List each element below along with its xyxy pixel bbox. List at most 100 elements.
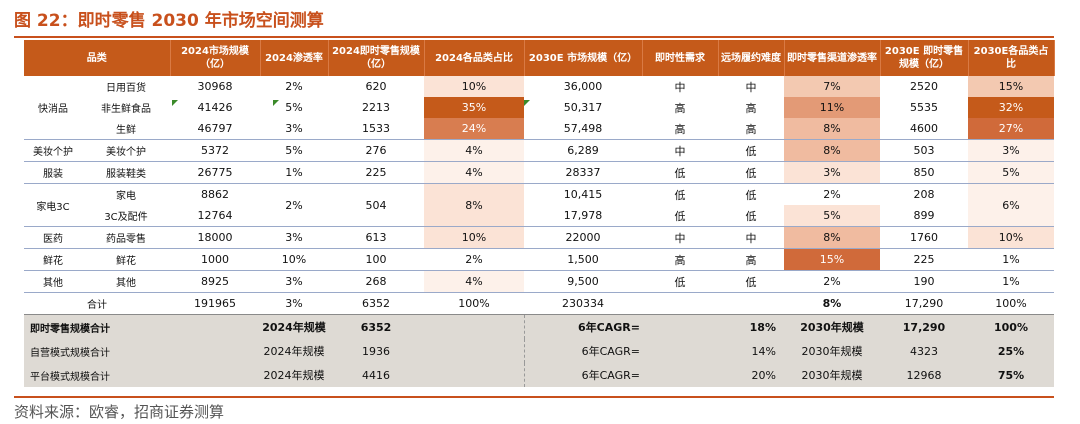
penetration-2024-cell: 3% bbox=[260, 226, 328, 249]
penetration-2030-cell: 15% bbox=[784, 248, 880, 271]
table-row: 其他 其他 8925 3% 268 4% 9,500 低 低 2% 190 1% bbox=[24, 270, 1054, 293]
footer-value-2024: 6352 bbox=[328, 314, 424, 339]
instant-retail-2024-cell: 613 bbox=[328, 226, 424, 249]
difficulty-cell: 低 bbox=[745, 188, 757, 202]
share-2024-cell: 10% bbox=[424, 226, 524, 249]
footer-cagr-label: 6年CAGR= bbox=[523, 339, 642, 363]
footer-year-2024: 2024年规模 bbox=[260, 339, 328, 363]
share-2030-cell: 1% bbox=[968, 248, 1054, 271]
market-2030-cell: 36,000 bbox=[563, 80, 603, 93]
source-rule bbox=[14, 396, 1054, 398]
footer-share: 75% bbox=[968, 363, 1054, 387]
immediacy-cell: 高 bbox=[674, 101, 686, 115]
footer-row: 平台模式规模合计 2024年规模 4416 6年CAGR= 20% 2030年规… bbox=[24, 363, 1054, 387]
market-2030-cell: 10,415 bbox=[563, 188, 603, 201]
footer-year-2030: 2030年规模 bbox=[784, 314, 880, 339]
empty-cell bbox=[642, 363, 718, 387]
market-2024-cell: 30968 bbox=[197, 80, 233, 93]
share-2024-cell: 35% bbox=[424, 97, 524, 118]
penetration-2024-cell: 2% bbox=[260, 183, 328, 227]
empty-cell bbox=[424, 314, 524, 339]
category-cell: 家电3C bbox=[24, 183, 82, 227]
instant-retail-2030-cell: 2520 bbox=[910, 80, 938, 93]
table-row: 服装 服装鞋类 26775 1% 225 4% 28337 低 低 3% 850… bbox=[24, 161, 1054, 184]
total-penetration-2024: 3% bbox=[260, 292, 328, 315]
header-share-2030: 2030E各品类占比 bbox=[968, 40, 1055, 76]
penetration-2024-cell: 5% bbox=[260, 139, 328, 162]
header-market-2024: 2024市场规模（亿） bbox=[170, 40, 261, 76]
instant-retail-2024-cell: 225 bbox=[328, 161, 424, 184]
empty-cell bbox=[424, 339, 524, 363]
difficulty-cell: 高 bbox=[718, 248, 784, 271]
share-2024-cell: 10% bbox=[424, 76, 524, 97]
total-row: 合计 191965 3% 6352 100% 230334 8% 17,290 … bbox=[24, 292, 1054, 315]
penetration-2024-cell: 3% bbox=[260, 270, 328, 293]
penetration-2030-cell: 3% bbox=[784, 161, 880, 184]
total-penetration-2030: 8% bbox=[784, 292, 880, 315]
subcategory-cell: 美妆个护 bbox=[82, 139, 170, 162]
empty-cell bbox=[424, 363, 524, 387]
share-2024-cell: 4% bbox=[424, 139, 524, 162]
immediacy-cell: 高 bbox=[642, 248, 718, 271]
immediacy-cell: 中 bbox=[642, 139, 718, 162]
header-instant-retail-2030: 2030E 即时零售规模（亿） bbox=[880, 40, 969, 76]
empty-cell bbox=[642, 339, 718, 363]
footer-value-2024: 1936 bbox=[328, 339, 424, 363]
comment-marker-icon bbox=[524, 100, 530, 106]
share-2030-cell: 32% bbox=[968, 97, 1054, 118]
subcategory-cell: 其他 bbox=[82, 270, 170, 293]
share-2030-cell: 27% bbox=[968, 118, 1054, 140]
header-immediacy-need: 即时性需求 bbox=[642, 40, 719, 76]
subcategory-cell: 鲜花 bbox=[82, 248, 170, 271]
share-2024-cell: 8% bbox=[424, 183, 524, 227]
share-2030-cell: 15% bbox=[968, 76, 1054, 97]
instant-retail-2030-cell: 225 bbox=[880, 248, 968, 271]
footer-label: 自营模式规模合计 bbox=[24, 339, 260, 363]
penetration-2030-cell: 8% bbox=[784, 226, 880, 249]
total-instant-retail-2024: 6352 bbox=[328, 292, 424, 315]
market-2024-cell: 18000 bbox=[170, 226, 260, 249]
category-cell: 其他 bbox=[24, 270, 82, 293]
difficulty-cell: 低 bbox=[718, 205, 784, 227]
footer-year-2030: 2030年规模 bbox=[784, 363, 880, 387]
market-2030-cell: 57,498 bbox=[524, 118, 642, 140]
footer-cagr-value: 20% bbox=[718, 363, 784, 387]
immediacy-cell: 低 bbox=[642, 205, 718, 227]
comment-marker-icon bbox=[273, 100, 279, 106]
instant-retail-2030-cell: 5535 bbox=[910, 101, 938, 114]
market-2030-cell: 28337 bbox=[524, 161, 642, 184]
category-cell: 美妆个护 bbox=[24, 139, 82, 162]
total-market-2030: 230334 bbox=[524, 292, 642, 315]
instant-retail-2030-cell: 899 bbox=[880, 205, 968, 227]
instant-retail-2024-cell: 100 bbox=[328, 248, 424, 271]
comment-marker-icon bbox=[172, 100, 178, 106]
subcategory-cell: 3C及配件 bbox=[82, 205, 170, 227]
header-penetration-2024: 2024渗透率 bbox=[260, 40, 329, 76]
immediacy-cell: 高 bbox=[642, 118, 718, 140]
subcategory-cell: 日用百货 bbox=[106, 83, 146, 94]
difficulty-cell: 低 bbox=[718, 270, 784, 293]
footer-share: 25% bbox=[968, 339, 1054, 363]
table-row: 非生鲜食品 41426 5% 2213 35% 50,317 高 高 11% 5… bbox=[24, 97, 1054, 118]
market-2030-cell: 22000 bbox=[524, 226, 642, 249]
market-2024-cell: 1000 bbox=[170, 248, 260, 271]
header-market-2030: 2030E 市场规模（亿） bbox=[524, 40, 643, 76]
header-row: 品类 2024市场规模（亿） 2024渗透率 2024即时零售规模（亿） 202… bbox=[24, 40, 1055, 76]
category-cell: 医药 bbox=[24, 226, 82, 249]
footer-value-2024: 4416 bbox=[328, 363, 424, 387]
penetration-2024-cell: 1% bbox=[260, 161, 328, 184]
instant-retail-2024-cell: 276 bbox=[328, 139, 424, 162]
market-2024-cell: 8862 bbox=[201, 187, 229, 201]
instant-retail-2024-cell: 504 bbox=[328, 183, 424, 227]
empty-cell bbox=[718, 292, 784, 315]
market-2030-cell: 6,289 bbox=[524, 139, 642, 162]
subcategory-cell: 生鲜 bbox=[82, 118, 170, 140]
penetration-2030-cell: 8% bbox=[784, 118, 880, 140]
footer-cagr-label: 6年CAGR= bbox=[523, 314, 642, 339]
footer-label: 平台模式规模合计 bbox=[24, 363, 260, 387]
penetration-2024-cell: 2% bbox=[285, 80, 303, 93]
source-note: 资料来源：欧睿，招商证券测算 bbox=[14, 403, 225, 421]
market-2030-cell: 1,500 bbox=[524, 248, 642, 271]
share-2030-cell: 1% bbox=[968, 270, 1054, 293]
footer-share: 100% bbox=[968, 314, 1054, 339]
